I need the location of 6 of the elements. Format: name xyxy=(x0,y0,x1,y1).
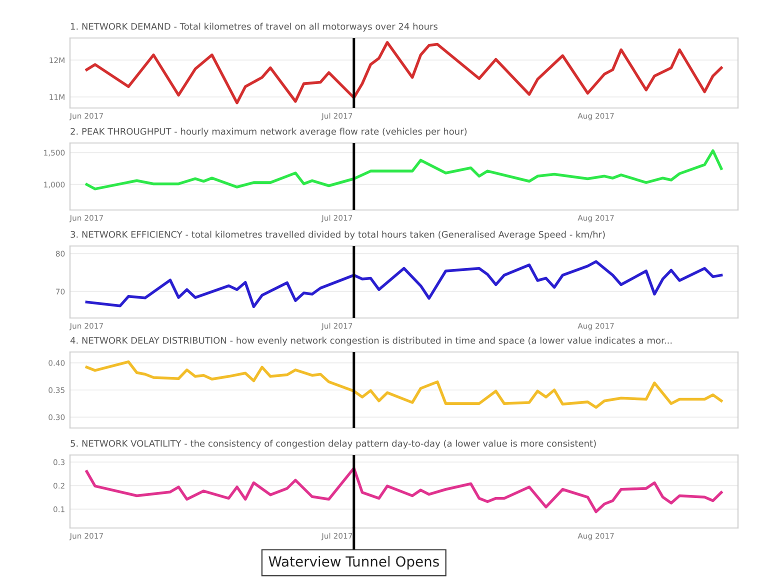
chart-title: 2. PEAK THROUGHPUT - hourly maximum network average flow rate (vehicles per hour) xyxy=(70,128,467,137)
chart-title: 3. NETWORK EFFICIENCY - total kilometres travelled divided by total hours taken (Generalised Average Speed - km/hr) xyxy=(70,230,605,240)
chart-title: 1. NETWORK DEMAND - Total kilometres of travel on all motorways over 24 hours xyxy=(70,22,438,32)
ref-line-label: Waterview Tunnel Opens xyxy=(268,556,439,570)
chart-title: 5. NETWORK VOLATILITY - the consistency of congestion delay pattern day-to-day (a lower value is more consistent) xyxy=(70,440,596,449)
chart-title: 4. NETWORK DELAY DISTRIBUTION - how evenly network congestion is distributed in time and space (a lower value indicates a mor... xyxy=(70,336,672,346)
